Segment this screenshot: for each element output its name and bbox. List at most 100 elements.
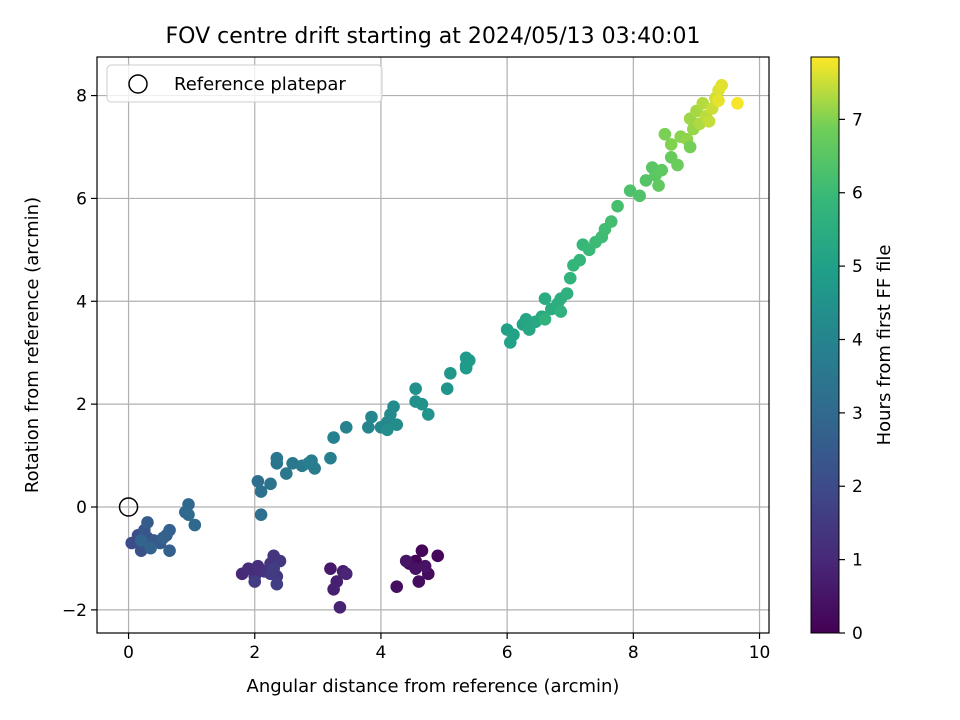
data-point [507, 328, 520, 342]
data-point [409, 562, 422, 576]
data-point [134, 544, 148, 558]
data-point [652, 179, 665, 192]
data-point [387, 400, 400, 414]
reference-point-marker [118, 497, 139, 517]
y-tick-label: 8 [76, 87, 87, 107]
data-point [399, 554, 413, 568]
colorbar-gradient [810, 56, 840, 634]
data-point [731, 96, 744, 110]
data-point [141, 516, 154, 529]
x-axis-label: Angular distance from reference (arcmin) [247, 676, 620, 697]
data-point [418, 559, 432, 573]
data-point [270, 451, 284, 465]
data-point [538, 312, 552, 326]
data-point [380, 423, 394, 437]
data-point [163, 544, 176, 558]
legend-label: Reference platepar [174, 74, 346, 95]
y-tick-label: −2 [62, 601, 87, 621]
x-tick-label: 0 [123, 643, 134, 663]
data-point [444, 366, 457, 380]
colorbar-label: Hours from first FF file [874, 245, 895, 446]
data-point [702, 114, 716, 128]
data-point [696, 96, 710, 110]
data-point [412, 575, 426, 588]
data-point [365, 410, 378, 424]
data-point [683, 140, 697, 154]
data-point [658, 127, 672, 141]
data-point [431, 549, 445, 563]
data-point [671, 158, 684, 172]
data-point [560, 287, 574, 300]
data-point [324, 451, 337, 465]
colorbar-tick-label: 4 [852, 330, 863, 350]
data-point [664, 138, 678, 151]
x-tick-label: 2 [249, 643, 260, 663]
data-point [267, 562, 280, 576]
legend-box: Reference platepar [106, 64, 383, 103]
data-point [302, 456, 315, 470]
y-tick-label: 0 [76, 498, 87, 518]
data-point [324, 562, 337, 576]
data-point [327, 582, 340, 596]
data-point [156, 531, 170, 545]
data-point [459, 361, 473, 375]
x-tick-label: 10 [749, 643, 771, 663]
data-point [563, 271, 577, 285]
colorbar-tick-label: 3 [852, 404, 863, 424]
axes: 0 2 4 6 8 10 −2 0 2 4 6 8 [62, 56, 771, 663]
x-tick-label: 6 [502, 643, 513, 663]
data-point [415, 397, 429, 411]
data-point [655, 163, 669, 177]
data-point [633, 189, 646, 203]
data-point [623, 184, 637, 198]
data-point [144, 541, 157, 555]
data-point [409, 382, 422, 396]
data-point [362, 420, 375, 434]
x-tick-label: 4 [376, 643, 387, 663]
colorbar: 0 1 2 3 4 5 6 7 [810, 56, 863, 644]
data-point [279, 467, 293, 480]
data-point [327, 431, 340, 444]
data-point [270, 577, 284, 591]
data-point [715, 78, 728, 92]
data-point [339, 567, 353, 581]
data-point [390, 418, 404, 432]
data-point [254, 485, 268, 498]
colorbar-tick-label: 6 [852, 184, 863, 204]
data-point [339, 420, 353, 434]
x-tick-label: 8 [628, 643, 639, 663]
chart-title: FOV centre drift starting at 2024/05/13 … [166, 24, 701, 49]
data-point [712, 94, 725, 108]
y-tick-label: 4 [76, 292, 87, 312]
data-point [519, 312, 533, 326]
data-point [188, 518, 202, 532]
data-point [254, 508, 268, 522]
data-point [134, 534, 148, 547]
data-point [390, 580, 404, 594]
y-tick-label: 2 [76, 395, 87, 415]
data-point [421, 408, 435, 421]
colorbar-tick-label: 2 [852, 477, 863, 497]
data-point [333, 600, 347, 614]
colorbar-tick-label: 5 [852, 257, 863, 277]
reference-marker-icon [128, 74, 148, 94]
data-point [604, 215, 618, 228]
data-point [248, 575, 262, 588]
plot-frame [96, 56, 770, 634]
data-point [639, 174, 653, 187]
y-tick-label: 6 [76, 189, 87, 209]
data-point [440, 382, 454, 396]
data-point [611, 199, 624, 213]
data-points [118, 78, 744, 614]
data-point [182, 508, 195, 522]
data-point [554, 305, 568, 318]
colorbar-tick-label: 7 [852, 110, 863, 130]
data-point [415, 544, 429, 558]
data-point [251, 474, 265, 488]
y-axis-label: Rotation from reference (arcmin) [22, 197, 43, 493]
data-point [182, 498, 195, 511]
data-point [264, 477, 277, 491]
data-point [286, 456, 299, 470]
colorbar-tick-label: 0 [852, 624, 863, 644]
